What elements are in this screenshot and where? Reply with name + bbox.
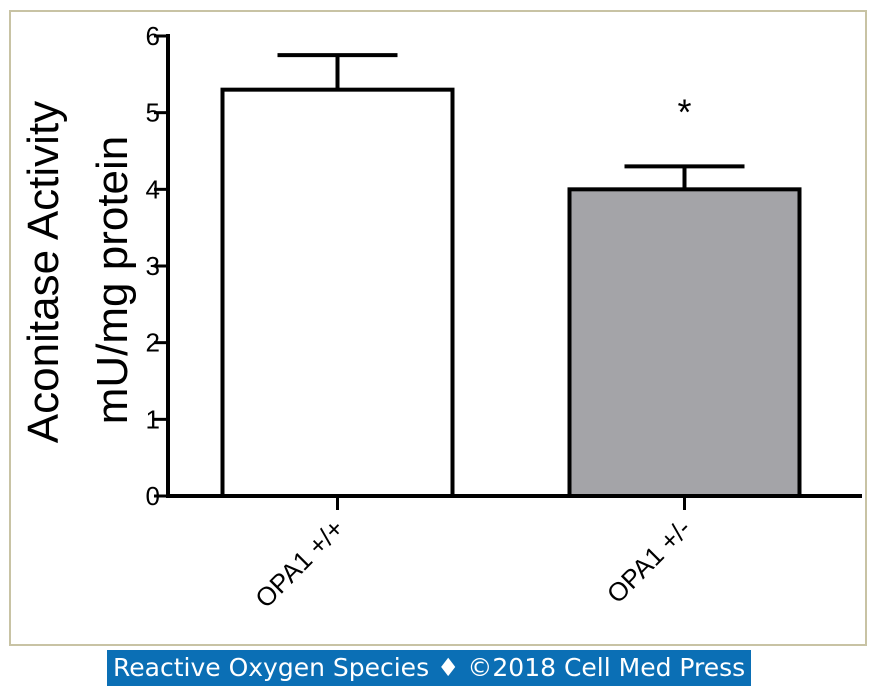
- y-tick-label: 4: [146, 174, 160, 204]
- error-bars: [277, 53, 745, 190]
- y-tick-label: 3: [146, 251, 160, 281]
- x-category-labels: OPA1 +/+ OPA1 +/-: [249, 496, 697, 614]
- y-axis-label-line-1: Aconitase Activity: [19, 101, 68, 443]
- y-ticks: 0 1 2 3 4 5 6: [146, 21, 168, 511]
- bars: [220, 87, 802, 499]
- footer-banner: Reactive Oxygen Species ♦ ©2018 Cell Med…: [107, 650, 752, 686]
- y-tick-label: 1: [146, 404, 160, 434]
- y-axis-label-line-2: mU/mg protein: [88, 136, 137, 425]
- x-category-label: OPA1 +/+: [249, 513, 350, 614]
- x-category-label: OPA1 +/-: [601, 513, 697, 609]
- y-tick-label: 5: [146, 98, 160, 128]
- bar: [567, 187, 802, 498]
- y-tick-label: 6: [146, 21, 160, 51]
- y-tick-label: 2: [146, 328, 160, 358]
- y-axis-label: Aconitase Activity mU/mg protein: [19, 101, 137, 443]
- annotations: *: [677, 91, 691, 132]
- y-tick-label: 0: [146, 481, 160, 511]
- significance-marker: *: [677, 91, 691, 132]
- bar: [220, 87, 455, 499]
